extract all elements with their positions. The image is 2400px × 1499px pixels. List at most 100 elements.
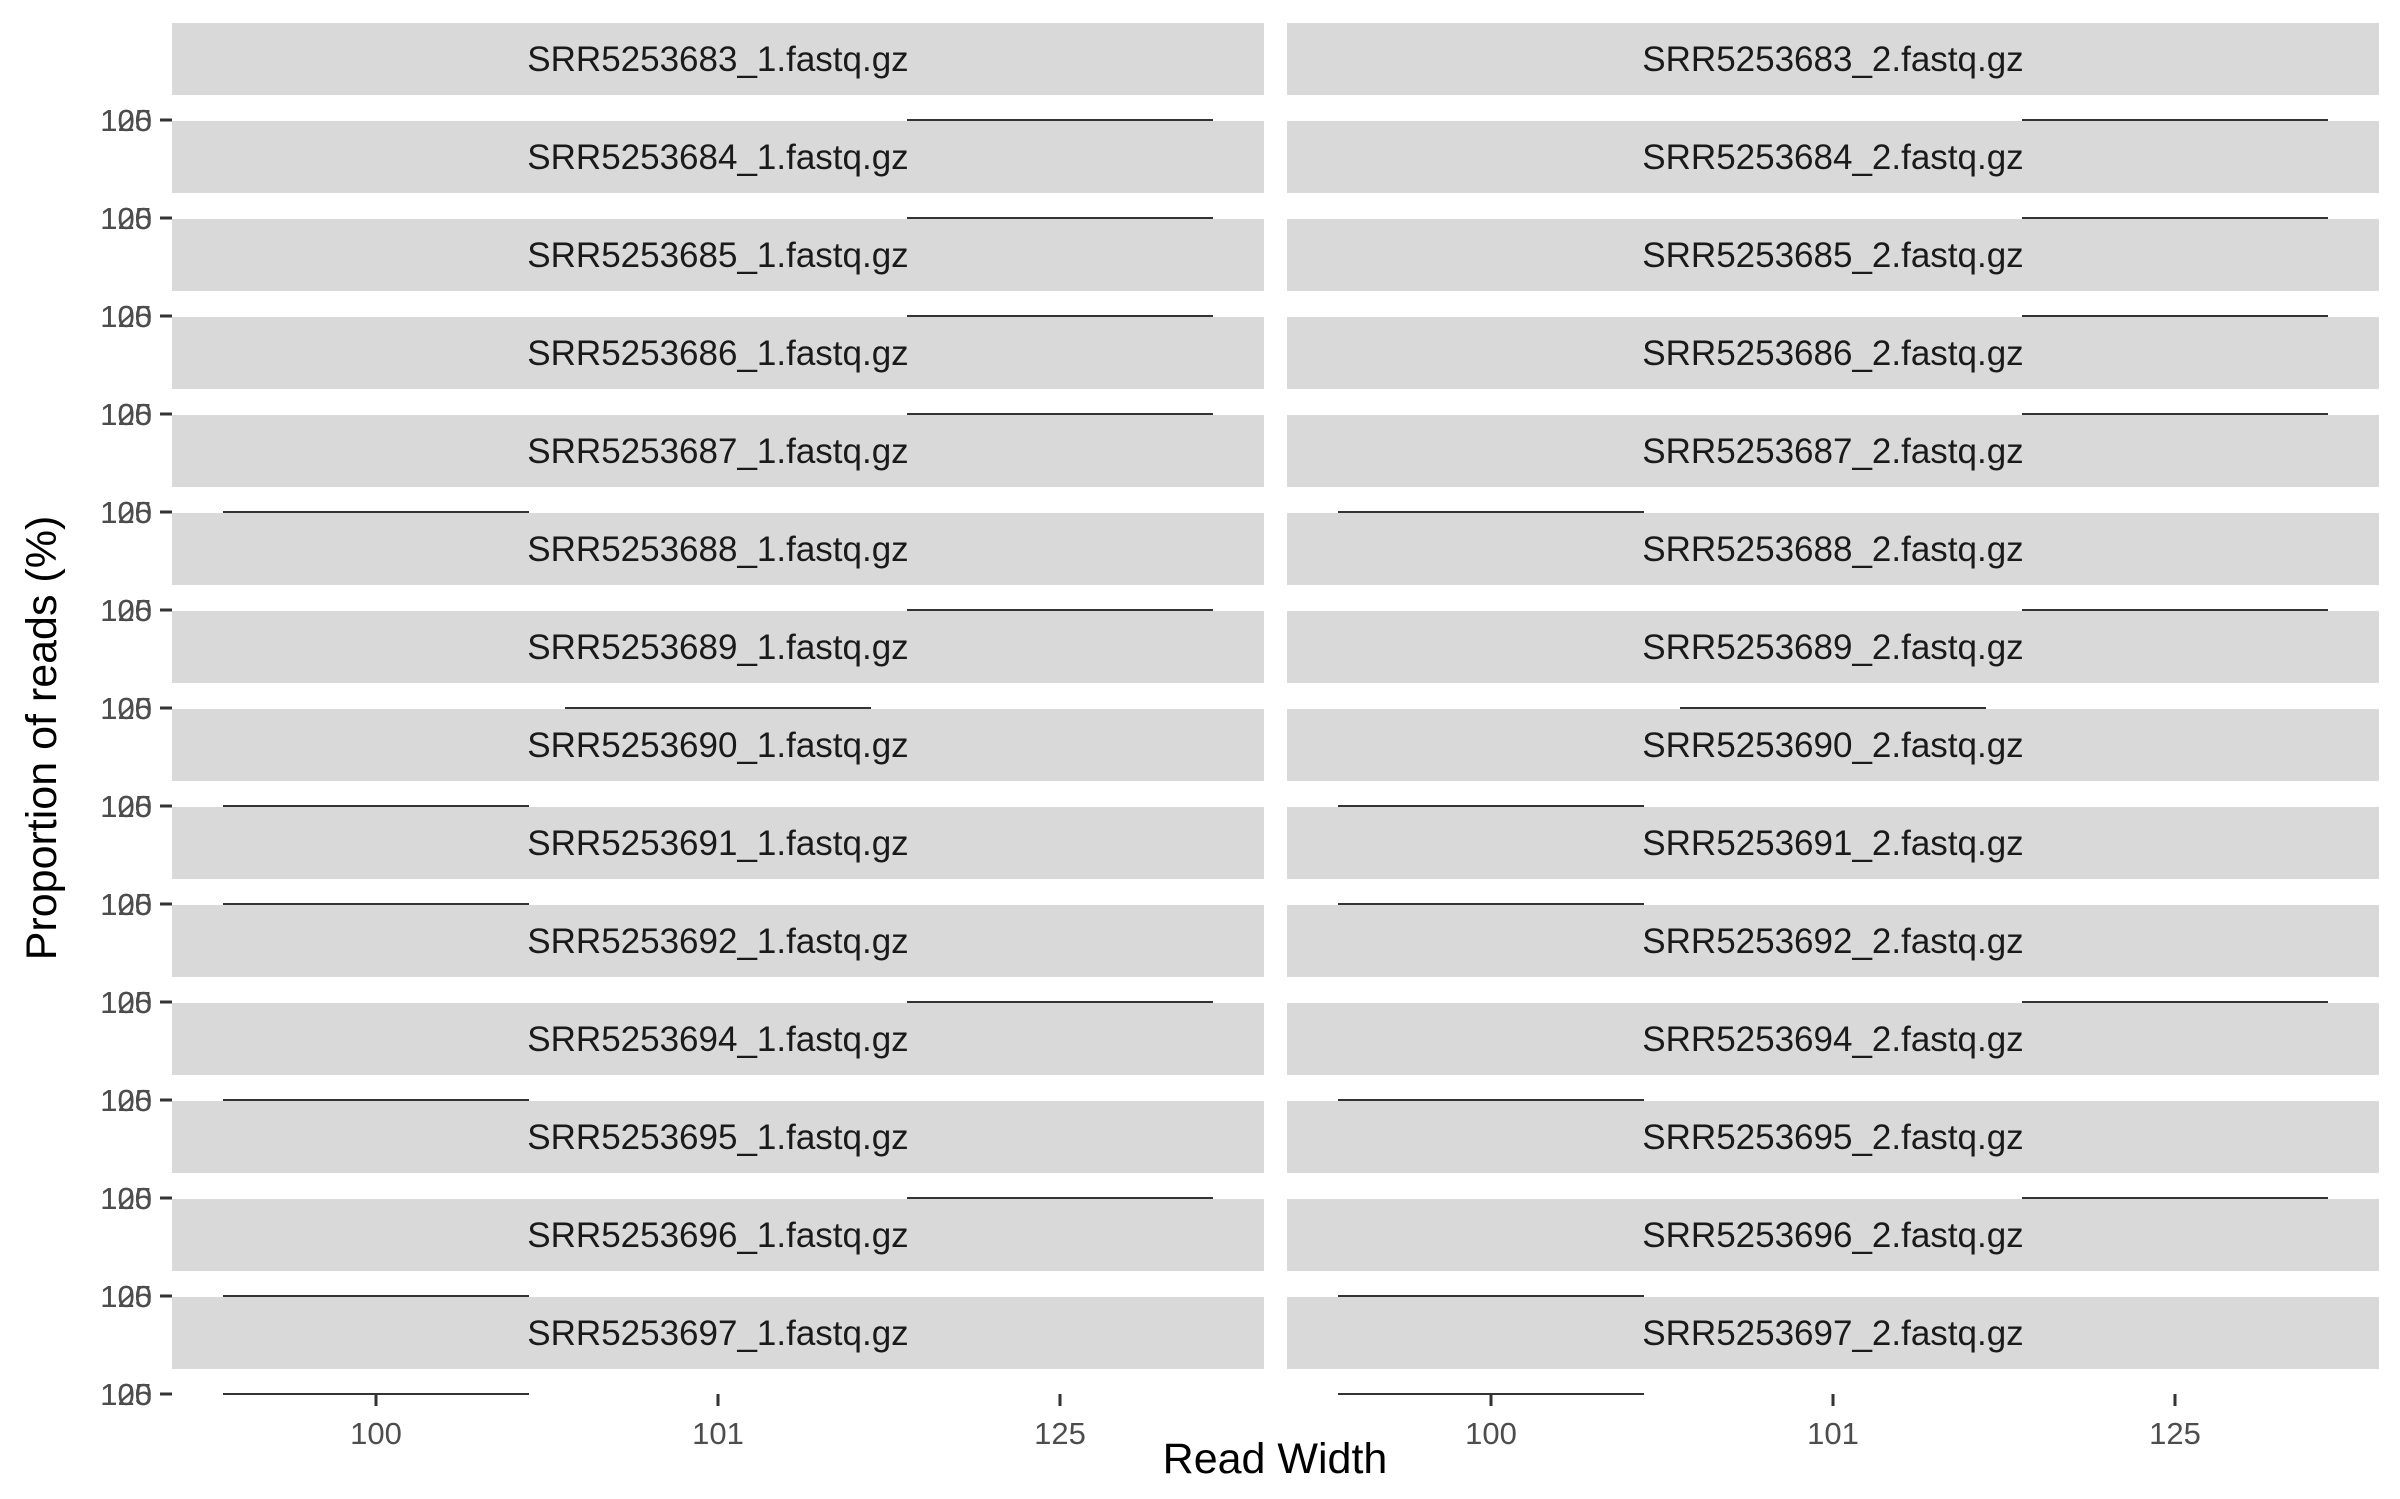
facet-strip-label: SRR5253696_2.fastq.gz — [1642, 1216, 2023, 1255]
facet-strip — [1287, 121, 2379, 193]
facet-panel: SRR5253685_1.fastq.gz — [172, 219, 1264, 317]
facet-strip — [172, 1199, 1264, 1271]
y-tick-label: 125 — [100, 985, 152, 1020]
y-tick-label: 100 — [100, 1279, 152, 1314]
facet-strip — [1287, 1101, 2379, 1173]
facet-panel: SRR5253696_1.fastq.gz — [172, 1199, 1264, 1297]
facet-strip-label: SRR5253692_2.fastq.gz — [1642, 922, 2023, 961]
facet-strip — [1287, 611, 2379, 683]
y-tick-label: 125 — [100, 593, 152, 628]
facet-strip-label: SRR5253697_2.fastq.gz — [1642, 1314, 2023, 1353]
facet-strip-label: SRR5253686_2.fastq.gz — [1642, 334, 2023, 373]
y-tick-label: 125 — [100, 1279, 152, 1314]
facet-panel: SRR5253683_2.fastq.gz — [1287, 23, 2379, 121]
y-tick-label: 100 — [100, 299, 152, 334]
facet-panel: SRR5253689_1.fastq.gz — [172, 611, 1264, 709]
facet-strip — [172, 807, 1264, 879]
facet-strip — [1287, 905, 2379, 977]
facet-strip-label: SRR5253694_1.fastq.gz — [527, 1020, 908, 1059]
facet-strip-label: SRR5253686_1.fastq.gz — [527, 334, 908, 373]
facet-panel: SRR5253696_2.fastq.gz — [1287, 1199, 2379, 1297]
facet-strip-label: SRR5253689_1.fastq.gz — [527, 628, 908, 667]
facet-strip — [1287, 513, 2379, 585]
facet-panel: SRR5253683_1.fastq.gz — [172, 23, 1264, 121]
y-tick-label: 100 — [100, 397, 152, 432]
facet-strip — [172, 709, 1264, 781]
x-tick-label: 125 — [1034, 1416, 1086, 1451]
y-tick-label: 125 — [100, 691, 152, 726]
facet-panel: SRR5253695_1.fastq.gz — [172, 1101, 1264, 1199]
y-tick-label: 125 — [100, 887, 152, 922]
facet-strip — [172, 513, 1264, 585]
facet-panel: SRR5253689_2.fastq.gz — [1287, 611, 2379, 709]
facet-strip-label: SRR5253694_2.fastq.gz — [1642, 1020, 2023, 1059]
facet-panels: SRR5253683_1.fastq.gz SRR5253683_2.fastq.… — [172, 23, 2379, 1395]
y-tick-label: 100 — [100, 201, 152, 236]
facet-panel: SRR5253690_1.fastq.gz — [172, 709, 1264, 807]
y-tick-label: 125 — [100, 1083, 152, 1118]
facet-strip-label: SRR5253685_2.fastq.gz — [1642, 236, 2023, 275]
facet-panel: SRR5253690_2.fastq.gz — [1287, 709, 2379, 807]
x-tick-label: 100 — [1465, 1416, 1517, 1451]
facet-strip — [172, 219, 1264, 291]
y-tick-label: 100 — [100, 789, 152, 824]
y-axis-title: Proportion of reads (%) — [18, 516, 66, 961]
facet-panel: SRR5253684_2.fastq.gz — [1287, 121, 2379, 219]
facet-strip — [172, 1003, 1264, 1075]
facet-strip — [1287, 1297, 2379, 1369]
y-tick-label: 125 — [100, 103, 152, 138]
facet-strip — [1287, 23, 2379, 95]
y-tick-label: 100 — [100, 1083, 152, 1118]
facet-strip-label: SRR5253689_2.fastq.gz — [1642, 628, 2023, 667]
y-tick-label: 100 — [100, 887, 152, 922]
facet-strip — [172, 611, 1264, 683]
facet-strip — [1287, 1003, 2379, 1075]
facet-strip — [1287, 219, 2379, 291]
facet-panel: SRR5253688_1.fastq.gz — [172, 513, 1264, 611]
y-tick-label: 125 — [100, 789, 152, 824]
facet-strip — [1287, 807, 2379, 879]
y-tick-label: 125 — [100, 201, 152, 236]
x-tick-label: 101 — [692, 1416, 744, 1451]
facet-strip-label: SRR5253684_1.fastq.gz — [527, 138, 908, 177]
facet-panel: SRR5253686_2.fastq.gz — [1287, 317, 2379, 415]
facet-panel: SRR5253685_2.fastq.gz — [1287, 219, 2379, 317]
facet-strip — [172, 1101, 1264, 1173]
facet-strip-label: SRR5253695_2.fastq.gz — [1642, 1118, 2023, 1157]
y-tick-label: 100 — [100, 495, 152, 530]
facet-panel: SRR5253687_1.fastq.gz — [172, 415, 1264, 513]
y-tick-label: 100 — [100, 103, 152, 138]
facet-strip-label: SRR5253696_1.fastq.gz — [527, 1216, 908, 1255]
facet-panel: SRR5253686_1.fastq.gz — [172, 317, 1264, 415]
facet-panel: SRR5253695_2.fastq.gz — [1287, 1101, 2379, 1199]
facet-strip — [172, 317, 1264, 389]
facet-strip-label: SRR5253690_1.fastq.gz — [527, 726, 908, 765]
y-tick-label: 125 — [100, 1181, 152, 1216]
y-tick-label: 100 — [100, 593, 152, 628]
y-tick-label: 125 — [100, 1377, 152, 1412]
facet-panel: SRR5253692_1.fastq.gz — [172, 905, 1264, 1003]
facet-strip — [172, 415, 1264, 487]
facet-strip-label: SRR5253687_1.fastq.gz — [527, 432, 908, 471]
facet-strip-label: SRR5253685_1.fastq.gz — [527, 236, 908, 275]
x-axis: 100 101 125 100 101 125 — [350, 1394, 2201, 1451]
facet-strip — [1287, 415, 2379, 487]
facet-strip — [172, 905, 1264, 977]
facet-strip-label: SRR5253684_2.fastq.gz — [1642, 138, 2023, 177]
facet-strip-label: SRR5253687_2.fastq.gz — [1642, 432, 2023, 471]
facet-strip-label: SRR5253692_1.fastq.gz — [527, 922, 908, 961]
